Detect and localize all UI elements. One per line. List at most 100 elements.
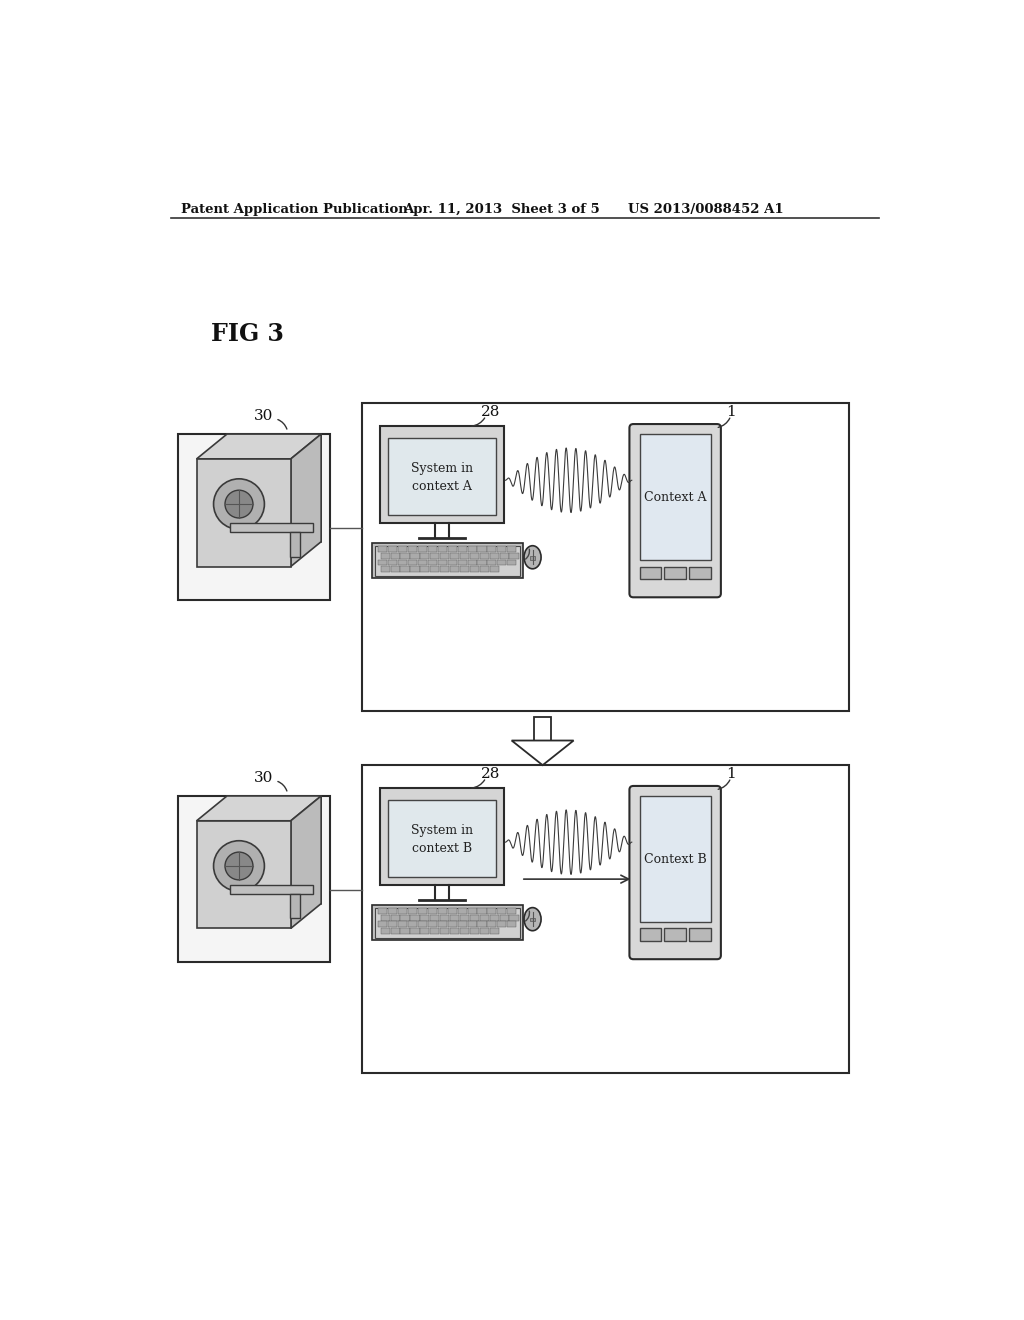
Bar (460, 928, 469, 933)
Bar (400, 566, 410, 572)
Bar (398, 546, 408, 552)
Bar (420, 915, 429, 921)
Ellipse shape (524, 545, 541, 569)
Polygon shape (291, 796, 322, 928)
Bar (447, 560, 457, 565)
Text: System in
context B: System in context B (411, 824, 473, 855)
Polygon shape (291, 434, 322, 566)
Bar (535, 718, 551, 741)
Text: 28: 28 (481, 767, 501, 780)
Bar (468, 560, 476, 565)
Bar (460, 553, 469, 558)
Bar (665, 928, 686, 941)
Bar (390, 553, 399, 558)
Bar (290, 532, 300, 557)
Bar (408, 560, 417, 565)
Bar (375, 545, 520, 576)
Bar (447, 921, 457, 927)
Bar (197, 821, 291, 928)
Bar (398, 560, 408, 565)
Bar (665, 566, 686, 579)
Polygon shape (512, 741, 573, 766)
Bar (510, 553, 518, 558)
Text: Context B: Context B (644, 853, 707, 866)
Bar (378, 560, 387, 565)
Bar (362, 404, 849, 711)
Bar (489, 928, 499, 933)
Bar (388, 908, 397, 915)
Bar (530, 556, 535, 560)
Bar (381, 553, 390, 558)
Bar (420, 928, 429, 933)
Bar (477, 560, 486, 565)
Text: FIG 3: FIG 3 (211, 322, 284, 346)
Bar (477, 908, 486, 915)
Bar (479, 928, 488, 933)
Bar (400, 553, 410, 558)
Bar (430, 915, 439, 921)
Bar (420, 566, 429, 572)
Bar (458, 560, 467, 565)
Bar (411, 553, 420, 558)
Text: US 2013/0088452 A1: US 2013/0088452 A1 (628, 203, 783, 216)
Bar (178, 434, 331, 599)
Bar (640, 434, 711, 561)
Bar (689, 566, 711, 579)
Bar (489, 553, 499, 558)
Bar (468, 908, 476, 915)
Bar (498, 908, 506, 915)
Bar (408, 908, 417, 915)
Bar (468, 921, 476, 927)
Bar (381, 566, 390, 572)
Bar (460, 566, 469, 572)
Polygon shape (227, 434, 322, 541)
Bar (408, 546, 417, 552)
Bar (440, 928, 450, 933)
Bar (507, 921, 516, 927)
Bar (372, 544, 523, 578)
Bar (487, 908, 497, 915)
Bar (420, 553, 429, 558)
Bar (428, 921, 437, 927)
Bar (640, 928, 662, 941)
Bar (411, 566, 420, 572)
Bar (498, 560, 506, 565)
Bar (381, 915, 390, 921)
Bar (477, 546, 486, 552)
Bar (507, 546, 516, 552)
Bar (507, 560, 516, 565)
Bar (458, 908, 467, 915)
Bar (418, 560, 427, 565)
FancyBboxPatch shape (630, 424, 721, 598)
Bar (500, 915, 509, 921)
Bar (378, 546, 387, 552)
Bar (398, 908, 408, 915)
Bar (689, 928, 711, 941)
Bar (440, 566, 450, 572)
Bar (430, 566, 439, 572)
Circle shape (225, 853, 253, 880)
Bar (375, 908, 520, 937)
Bar (197, 459, 291, 566)
Bar (460, 915, 469, 921)
Bar (381, 928, 390, 933)
Bar (428, 560, 437, 565)
Bar (487, 921, 497, 927)
Text: 1: 1 (726, 405, 736, 418)
Text: Patent Application Publication: Patent Application Publication (180, 203, 408, 216)
Bar (438, 908, 446, 915)
Bar (362, 766, 849, 1073)
Bar (470, 553, 479, 558)
Bar (479, 553, 488, 558)
Bar (430, 553, 439, 558)
Text: Context A: Context A (644, 491, 707, 504)
Bar (489, 566, 499, 572)
Bar (479, 566, 488, 572)
Bar (479, 915, 488, 921)
Bar (418, 921, 427, 927)
Text: 30: 30 (254, 771, 273, 785)
Bar (229, 524, 313, 532)
Text: 28: 28 (481, 405, 501, 418)
Text: Apr. 11, 2013  Sheet 3 of 5: Apr. 11, 2013 Sheet 3 of 5 (403, 203, 600, 216)
Bar (510, 915, 518, 921)
